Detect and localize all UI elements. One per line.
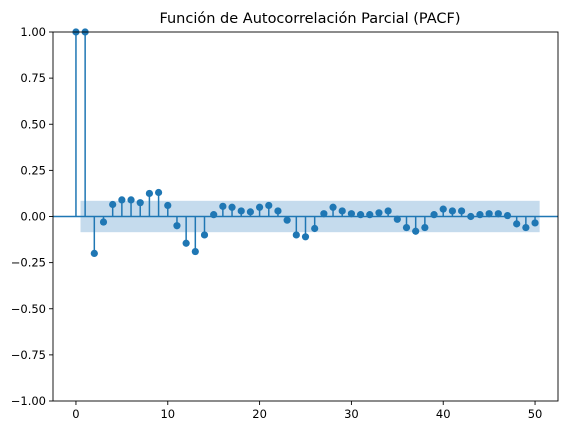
stem-marker-lag-8 — [145, 189, 154, 198]
stem-marker-lag-24 — [292, 231, 300, 239]
stem-marker-lag-5 — [118, 196, 126, 204]
stem-marker-lag-46 — [494, 210, 502, 218]
stem-marker-lag-17 — [228, 203, 236, 211]
stem-marker-lag-16 — [219, 202, 227, 210]
stem-marker-lag-44 — [476, 211, 484, 219]
stem-marker-lag-22 — [274, 207, 282, 215]
stem-marker-lag-29 — [338, 207, 346, 215]
stem-marker-lag-37 — [412, 227, 420, 235]
stem-marker-lag-48 — [513, 220, 521, 228]
stem-marker-lag-33 — [375, 209, 383, 217]
stem-marker-lag-50 — [531, 219, 539, 227]
stem-marker-lag-26 — [311, 224, 319, 233]
stem-marker-lag-38 — [421, 223, 429, 232]
stem-marker-lag-11 — [173, 222, 181, 230]
y-tick-label: −0.75 — [11, 348, 46, 362]
y-tick-label: 0.75 — [20, 71, 46, 85]
y-tick-label: 0.25 — [20, 163, 46, 177]
stem-marker-lag-49 — [522, 223, 530, 232]
stem-marker-lag-41 — [448, 207, 457, 215]
stem-marker-lag-28 — [329, 203, 337, 211]
stem-marker-lag-4 — [109, 200, 117, 209]
stem-marker-lag-3 — [99, 218, 108, 226]
x-tick-label: 40 — [436, 407, 451, 421]
stem-layer — [72, 28, 539, 257]
stem-marker-lag-31 — [356, 211, 365, 219]
stem-marker-lag-40 — [439, 205, 447, 213]
stem-marker-lag-34 — [384, 207, 392, 215]
stem-marker-lag-43 — [467, 212, 475, 221]
stem-marker-lag-42 — [457, 207, 466, 215]
tick-layer: 0 10 20 30 40 50 −1.00 −0.75 −0.50 −0.25 0.00 0.25 0… — [11, 25, 543, 421]
stem-marker-lag-2 — [90, 249, 98, 257]
stem-marker-lag-25 — [301, 233, 310, 241]
x-tick-label: 10 — [160, 407, 175, 421]
x-tick-label: 50 — [528, 407, 543, 421]
stem-marker-lag-45 — [485, 210, 493, 218]
stem-marker-lag-7 — [136, 199, 144, 207]
y-tick-label: 0.00 — [20, 210, 46, 224]
x-tick-label: 30 — [344, 407, 359, 421]
y-tick-label: −0.25 — [11, 256, 46, 270]
stem-marker-lag-6 — [127, 196, 135, 204]
stem-marker-lag-10 — [164, 201, 172, 210]
stem-marker-lag-23 — [283, 216, 291, 224]
x-tick-label: 20 — [252, 407, 267, 421]
y-tick-label: 1.00 — [20, 25, 46, 39]
stem-marker-lag-36 — [402, 223, 411, 232]
stem-marker-lag-20 — [255, 203, 264, 211]
stem-marker-lag-13 — [191, 247, 199, 256]
stem-marker-lag-21 — [265, 201, 273, 210]
stem-marker-lag-12 — [182, 239, 190, 247]
chart-title: Función de Autocorrelación Parcial (PACF… — [159, 11, 460, 27]
x-tick-label: 0 — [72, 407, 79, 421]
stem-marker-lag-39 — [430, 211, 438, 219]
stem-marker-lag-18 — [237, 207, 245, 215]
stem-marker-lag-9 — [154, 188, 163, 197]
stem-marker-lag-35 — [393, 215, 401, 223]
y-tick-label: −1.00 — [11, 394, 46, 408]
stem-marker-lag-14 — [200, 231, 209, 239]
stem-marker-lag-15 — [210, 211, 218, 219]
y-tick-label: 0.50 — [20, 117, 46, 131]
stem-marker-lag-30 — [347, 210, 356, 218]
stem-marker-lag-19 — [246, 208, 255, 216]
stem-marker-lag-27 — [320, 210, 328, 218]
stem-marker-lag-47 — [503, 211, 512, 220]
stem-marker-lag-32 — [366, 211, 374, 219]
y-tick-label: −0.50 — [11, 302, 46, 316]
